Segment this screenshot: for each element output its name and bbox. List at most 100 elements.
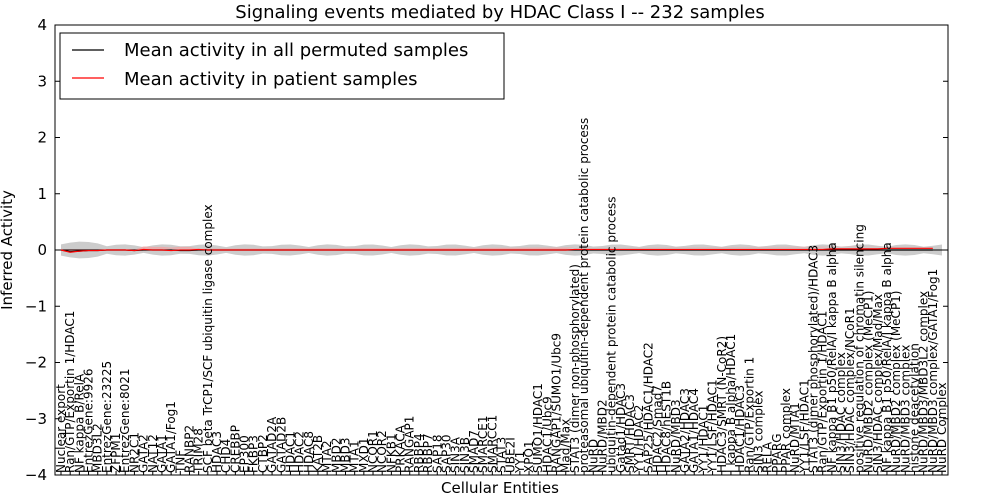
x-tick-label: NR2C1	[127, 432, 141, 473]
x-tick-label: ubiquitin-dependent protein catabolic pr…	[605, 197, 619, 473]
x-tick-label: ZFPM1	[109, 433, 123, 473]
x-tick-label: SAP30	[439, 434, 453, 473]
x-axis	[60, 471, 943, 475]
x-tick-label: NuRD/MBD3 complex	[898, 345, 912, 473]
x-tick-label: MBD2	[329, 438, 343, 473]
x-tick-label: HDAC1/Ubc9	[540, 396, 554, 473]
x-tick-label: YY1/LSF/HDAC1	[797, 379, 811, 474]
x-tick-label: Nuclear export	[54, 384, 68, 473]
x-tick-label: NuRD/MBD3 complex/GATA1/Fog1	[926, 269, 940, 473]
x-tick-label: SMARCC1	[485, 415, 499, 473]
x-tick-label: NAT12	[146, 434, 160, 473]
x-tick-label: NuRD/MBD3	[669, 399, 683, 473]
legend: Mean activity in all permuted samples Me…	[59, 32, 505, 100]
x-tick-label: SIN3B	[458, 437, 472, 473]
x-tick-label: RANBP2	[182, 425, 196, 473]
x-tick-label: KAT2B	[311, 435, 325, 473]
x-tick-label: PRKACA	[394, 424, 408, 473]
x-tick-label: SIN3 complex	[751, 391, 765, 473]
x-tick-label: HDAC8	[302, 431, 316, 473]
x-tick-label: YY1/HDAC1	[696, 405, 710, 474]
y-tick-label: −1	[25, 297, 47, 315]
x-tick-label: Gatad1/HDAC3	[614, 383, 628, 473]
x-tick-label: I kappa B alpha/HDAC1	[724, 334, 738, 473]
x-tick-label: NuRD	[586, 439, 600, 473]
series-layer	[60, 247, 933, 253]
x-tick-label: MTA2	[320, 440, 334, 473]
x-tick-label: GATA2	[137, 434, 151, 473]
x-tick-label: CREBBP	[228, 425, 242, 473]
x-tick-label: HDAC8/hEST1B	[660, 381, 674, 473]
x-tick-label: EntrezGene:8021	[118, 369, 132, 474]
x-tick-label: GATA1/Fog1	[164, 401, 178, 473]
x-tick-label: GATA2/HDAC3	[678, 388, 692, 473]
x-tick-label: YY1	[513, 451, 527, 474]
y-tick-label: 1	[37, 185, 47, 203]
x-tick-label: Ran/GTP/Exportin 1/HDAC1	[63, 311, 77, 473]
x-tick-label: NuRD/MBD2	[595, 399, 609, 473]
x-tick-label: proteasomal ubiquitin-dependent protein …	[577, 118, 591, 473]
x-tick-label: HDAC3/SMRT (N-CoR2)	[715, 336, 729, 473]
x-tick-label: TRIM28	[192, 428, 206, 474]
x-tick-label: EntrezGene:9926	[82, 369, 96, 474]
x-tick-label: FKBP3	[247, 435, 261, 473]
x-tick-label: EP300	[238, 435, 252, 473]
x-tick-label: Ran/GTP/Exportin 1/HDAC1	[816, 311, 830, 473]
patient-range-band	[61, 246, 933, 252]
x-tick-label: SAP25/HDAC1/HDAC2	[641, 342, 655, 473]
x-tick-label: NuRD Complex	[935, 382, 949, 473]
x-tick-label: MBD3L2	[91, 423, 105, 473]
y-tick-label: −2	[25, 354, 47, 372]
x-tick-label: SIN3/HDAC complex	[834, 352, 848, 473]
x-tick-label: GATA1	[155, 434, 169, 473]
x-tick-label: RBBP7	[421, 433, 435, 473]
x-tick-label: GATA1/HDAC4	[687, 388, 701, 473]
x-tick-label: SIN3A	[449, 436, 463, 473]
x-tick-label: RANGAP1/SUMO1/Ubc9	[550, 333, 564, 473]
x-tick-label: Ran/GTP/Exportin 1	[742, 357, 756, 473]
x-tick-label: STAT3	[495, 437, 509, 473]
x-tick-label: NuRD/MBD3/MBD3L2 complex	[917, 291, 931, 473]
x-tick-label: GATAD2A	[265, 416, 279, 473]
y-tick-label: 3	[37, 72, 47, 90]
x-axis-label: Cellular Entities	[441, 479, 559, 497]
x-tick-label: XPO1	[522, 440, 536, 473]
y-tick-label: 2	[37, 129, 47, 147]
series-patient-line	[60, 247, 933, 253]
x-tick-label: NF kappa B1 p50/RelA/I kappa B alpha	[880, 242, 894, 473]
legend-label-patient: Mean activity in patient samples	[124, 69, 418, 90]
x-tick-label: histone deacetylation	[907, 343, 921, 473]
y-axis: −4 −3 −2 −1 0 1 2 3 4	[25, 16, 948, 484]
x-tick-label: PPAR complex	[779, 388, 793, 473]
legend-box	[59, 32, 505, 100]
x-tick-label: RBBP4	[412, 433, 426, 473]
x-tick-label: NCOR2	[375, 430, 389, 473]
x-tick-label: CTBP2	[256, 434, 270, 473]
x-tick-label: SCF beta TrCP1/SCF ubiquitin ligase comp…	[201, 204, 215, 473]
x-tick-label: HDAC1	[283, 431, 297, 473]
x-tick-label: YY1/HDAC2	[632, 405, 646, 474]
x-tick-label: SMARCE1	[476, 415, 490, 473]
x-tick-label: Mad/Max	[559, 419, 573, 473]
x-tick-label: HDAC1/HDAC3	[733, 385, 747, 473]
y-axis-label: Inferred Activity	[0, 190, 16, 310]
x-tick-label: STAT3 (dimer non-phosphorylated)	[568, 264, 582, 473]
x-tick-label: MBD3	[338, 438, 352, 473]
x-tick-label: MXD1	[357, 438, 371, 473]
x-tick-label: STAT3 (dimer phosphorylated)/HDAC3	[807, 245, 821, 473]
x-tick-label: HDAC3	[210, 431, 224, 473]
x-tick-label: NF kappa B1 p50/RelA/I kappa B alpha	[825, 242, 839, 473]
x-tick-label: NF kappa B/RelA	[72, 373, 86, 473]
x-tick-label: SIN3/HDAC complex/Mad/Max	[871, 294, 885, 473]
y-tick-label: −4	[25, 466, 47, 484]
x-tick-label: GATAD2B	[274, 417, 288, 473]
x-tick-label: SIN3/HDAC complex/NCoR1	[843, 307, 857, 473]
y-tick-label: 4	[37, 16, 47, 34]
x-tick-label: SUMO1/HDAC1	[531, 383, 545, 473]
x-tick-label: NFKB1	[384, 433, 398, 473]
x-tick-label: SMRT/HDAC3	[623, 394, 637, 473]
x-tick-label: MTA1	[348, 440, 362, 473]
legend-label-permuted: Mean activity in all permuted samples	[124, 40, 468, 61]
x-tick-label: SMAD7	[467, 430, 481, 473]
y-tick-label: −3	[25, 410, 47, 428]
